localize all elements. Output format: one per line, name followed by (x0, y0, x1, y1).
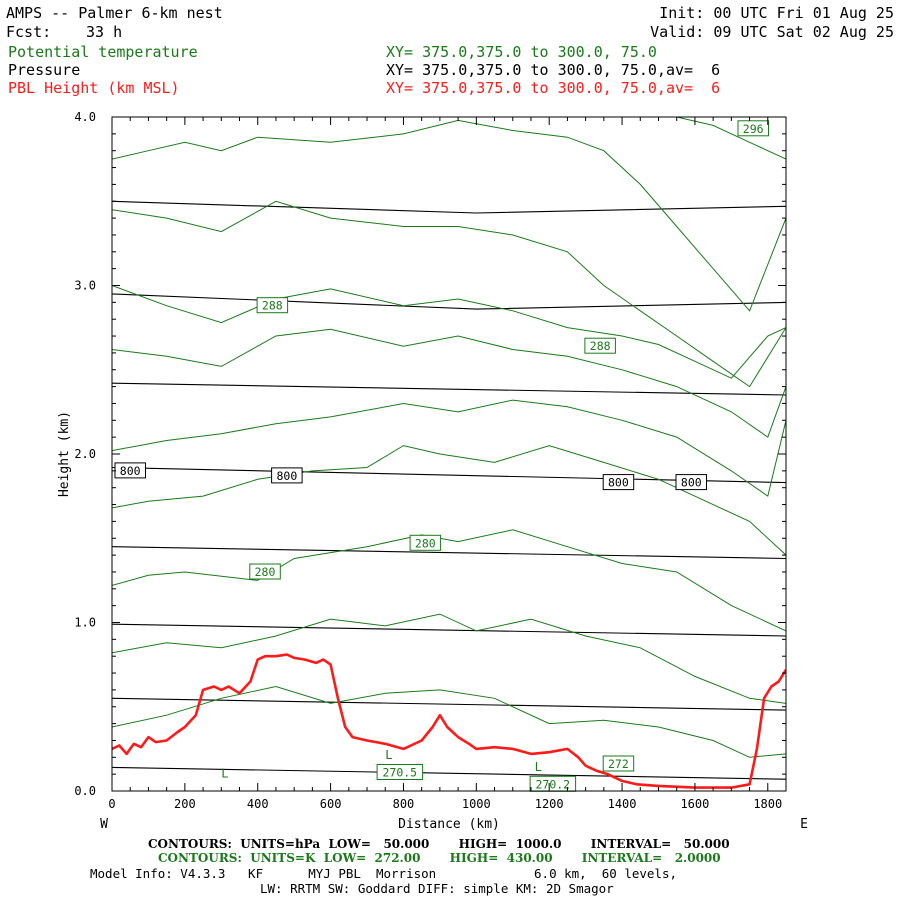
theta-label-1: 288 (256, 297, 289, 314)
valid-time: Valid: 09 UTC Sat 02 Aug 25 (650, 23, 894, 41)
isentrope-line-4 (112, 399, 786, 497)
axes: 0 200 400 600 800 1000 1200 1400 1600 1800 0.0 1.0 2… (57, 110, 808, 832)
theta-label-box-5 (602, 755, 635, 772)
y-tick-label-0: 0.0 (74, 784, 96, 798)
theta-label-7: 270.2 (529, 775, 577, 792)
theta-label-text-3: 280 (415, 536, 436, 550)
isentrope-line-6 (112, 285, 786, 379)
init-time: Init: 00 UTC Fri 01 Aug 25 (659, 4, 894, 22)
isentrope-line-7 (112, 200, 786, 388)
theta-label-3: 280 (409, 534, 442, 551)
isobar-line-3 (112, 546, 786, 560)
x-tick-label-8: 1600 (680, 797, 709, 811)
pressure-label-box-3 (675, 474, 707, 491)
pressure-label-3: 800 (675, 474, 707, 491)
theta-label-box-4 (249, 563, 281, 580)
field-pbl-name: PBL Height (km MSL) (8, 79, 180, 97)
pbl-height-series (112, 653, 786, 789)
low-marker-2: L (535, 760, 542, 774)
pressure-label-1: 800 (271, 467, 303, 484)
low-marker-1: L (385, 748, 392, 762)
pressure-label-2: 800 (602, 474, 635, 491)
pressure-label-0: 800 (114, 462, 146, 479)
isobar-line-4 (112, 466, 786, 484)
theta-label-box-1 (256, 297, 289, 314)
isobar-line-0 (112, 766, 786, 780)
x-tick-label-2: 400 (247, 797, 269, 811)
footer-model-info-1: Model Info: V4.3.3 KF MYJ PBL Morrison 6… (90, 866, 677, 881)
contour-labels: 800 800 800 800 296 288 288 280 280 272 270.5 270.2… (114, 120, 769, 792)
theta-label-6: 270.5 (376, 764, 424, 780)
theta-label-text-2: 288 (590, 339, 611, 353)
field-pressure-xy: XY= 375.0,375.0 to 300.0, 75.0,av= 6 (386, 61, 721, 79)
isobar-line-7 (112, 200, 786, 214)
theta-label-text-7: 270.2 (535, 777, 570, 791)
theta-label-5: 272 (602, 755, 635, 772)
x-tick-label-9: 1800 (753, 797, 782, 811)
theta-label-2: 288 (584, 337, 616, 354)
theta-isentropes (112, 117, 786, 758)
x-tick-label-5: 1000 (462, 797, 491, 811)
theta-label-text-6: 270.5 (382, 766, 417, 780)
x-tick-label-1: 200 (174, 797, 196, 811)
pbl-series-line-0 (112, 653, 786, 789)
footer-theta-contours: CONTOURS: UNITS=K LOW= 272.00 HIGH= 430.… (158, 851, 721, 865)
field-theta-xy: XY= 375.0,375.0 to 300.0, 75.0 (386, 43, 657, 61)
x-tick-label-0: 0 (108, 797, 115, 811)
pressure-label-text-2: 800 (608, 476, 629, 490)
isentrope-line-2 (112, 529, 786, 632)
page-title: AMPS -- Palmer 6-km nest (6, 4, 223, 22)
theta-label-text-1: 288 (262, 299, 283, 313)
pressure-label-text-0: 800 (120, 464, 141, 478)
x-axis-east-label: E (800, 817, 808, 832)
isobar-line-2 (112, 623, 786, 637)
theta-label-text-5: 272 (608, 757, 629, 771)
footer-pressure-contours: CONTOURS: UNITS=hPa LOW= 50.000 HIGH= 10… (148, 837, 730, 851)
x-tick-label-4: 800 (393, 797, 415, 811)
pressure-isobars (112, 200, 786, 780)
pressure-label-box-1 (271, 467, 303, 484)
y-tick-label-3: 3.0 (74, 279, 96, 293)
theta-label-box-6 (376, 764, 424, 780)
theta-label-box-2 (584, 337, 616, 354)
x-tick-label-7: 1400 (608, 797, 637, 811)
plot-frame (111, 116, 787, 792)
y-axis-label: Height (km) (57, 411, 72, 497)
forecast-label: Fcst: (6, 23, 52, 41)
isentrope-line-5 (112, 328, 786, 438)
y-tick-label-4: 4.0 (74, 110, 96, 124)
pressure-label-text-1: 800 (277, 469, 298, 483)
field-pbl-xy: XY= 375.0,375.0 to 300.0, 75.0,av= 6 (386, 79, 721, 97)
field-pressure-name: Pressure (8, 61, 81, 79)
theta-label-0: 296 (737, 120, 769, 137)
theta-label-text-0: 296 (743, 122, 764, 136)
x-tick-label-6: 1200 (535, 797, 564, 811)
isobar-line-6 (112, 293, 786, 310)
forecast-value: 33 h (86, 23, 123, 41)
y-tick-label-2: 2.0 (74, 447, 96, 461)
low-marker-0: L (221, 767, 228, 781)
isobar-line-5 (112, 382, 786, 396)
isentrope-line-8 (112, 119, 786, 312)
theta-label-4: 280 (249, 563, 281, 580)
theta-label-box-3 (409, 534, 442, 551)
isentrope-line-9 (676, 117, 786, 160)
isentrope-line-3 (112, 445, 786, 556)
theta-label-text-4: 280 (255, 565, 276, 579)
x-axis-label: Distance (km) (398, 817, 500, 832)
x-axis-west-label: W (100, 817, 108, 832)
isentrope-line-1 (112, 613, 786, 704)
isentrope-line-0 (112, 685, 786, 758)
pressure-label-text-3: 800 (681, 476, 702, 490)
footer-model-info-2: LW: RRTM SW: Goddard DIFF: simple KM: 2D… (260, 881, 614, 896)
theta-label-box-0 (737, 120, 769, 137)
x-tick-label-3: 600 (320, 797, 342, 811)
field-theta-name: Potential temperature (8, 43, 198, 61)
pressure-label-box-2 (602, 474, 635, 491)
y-tick-label-1: 1.0 (74, 616, 96, 630)
isobar-line-1 (112, 697, 786, 711)
